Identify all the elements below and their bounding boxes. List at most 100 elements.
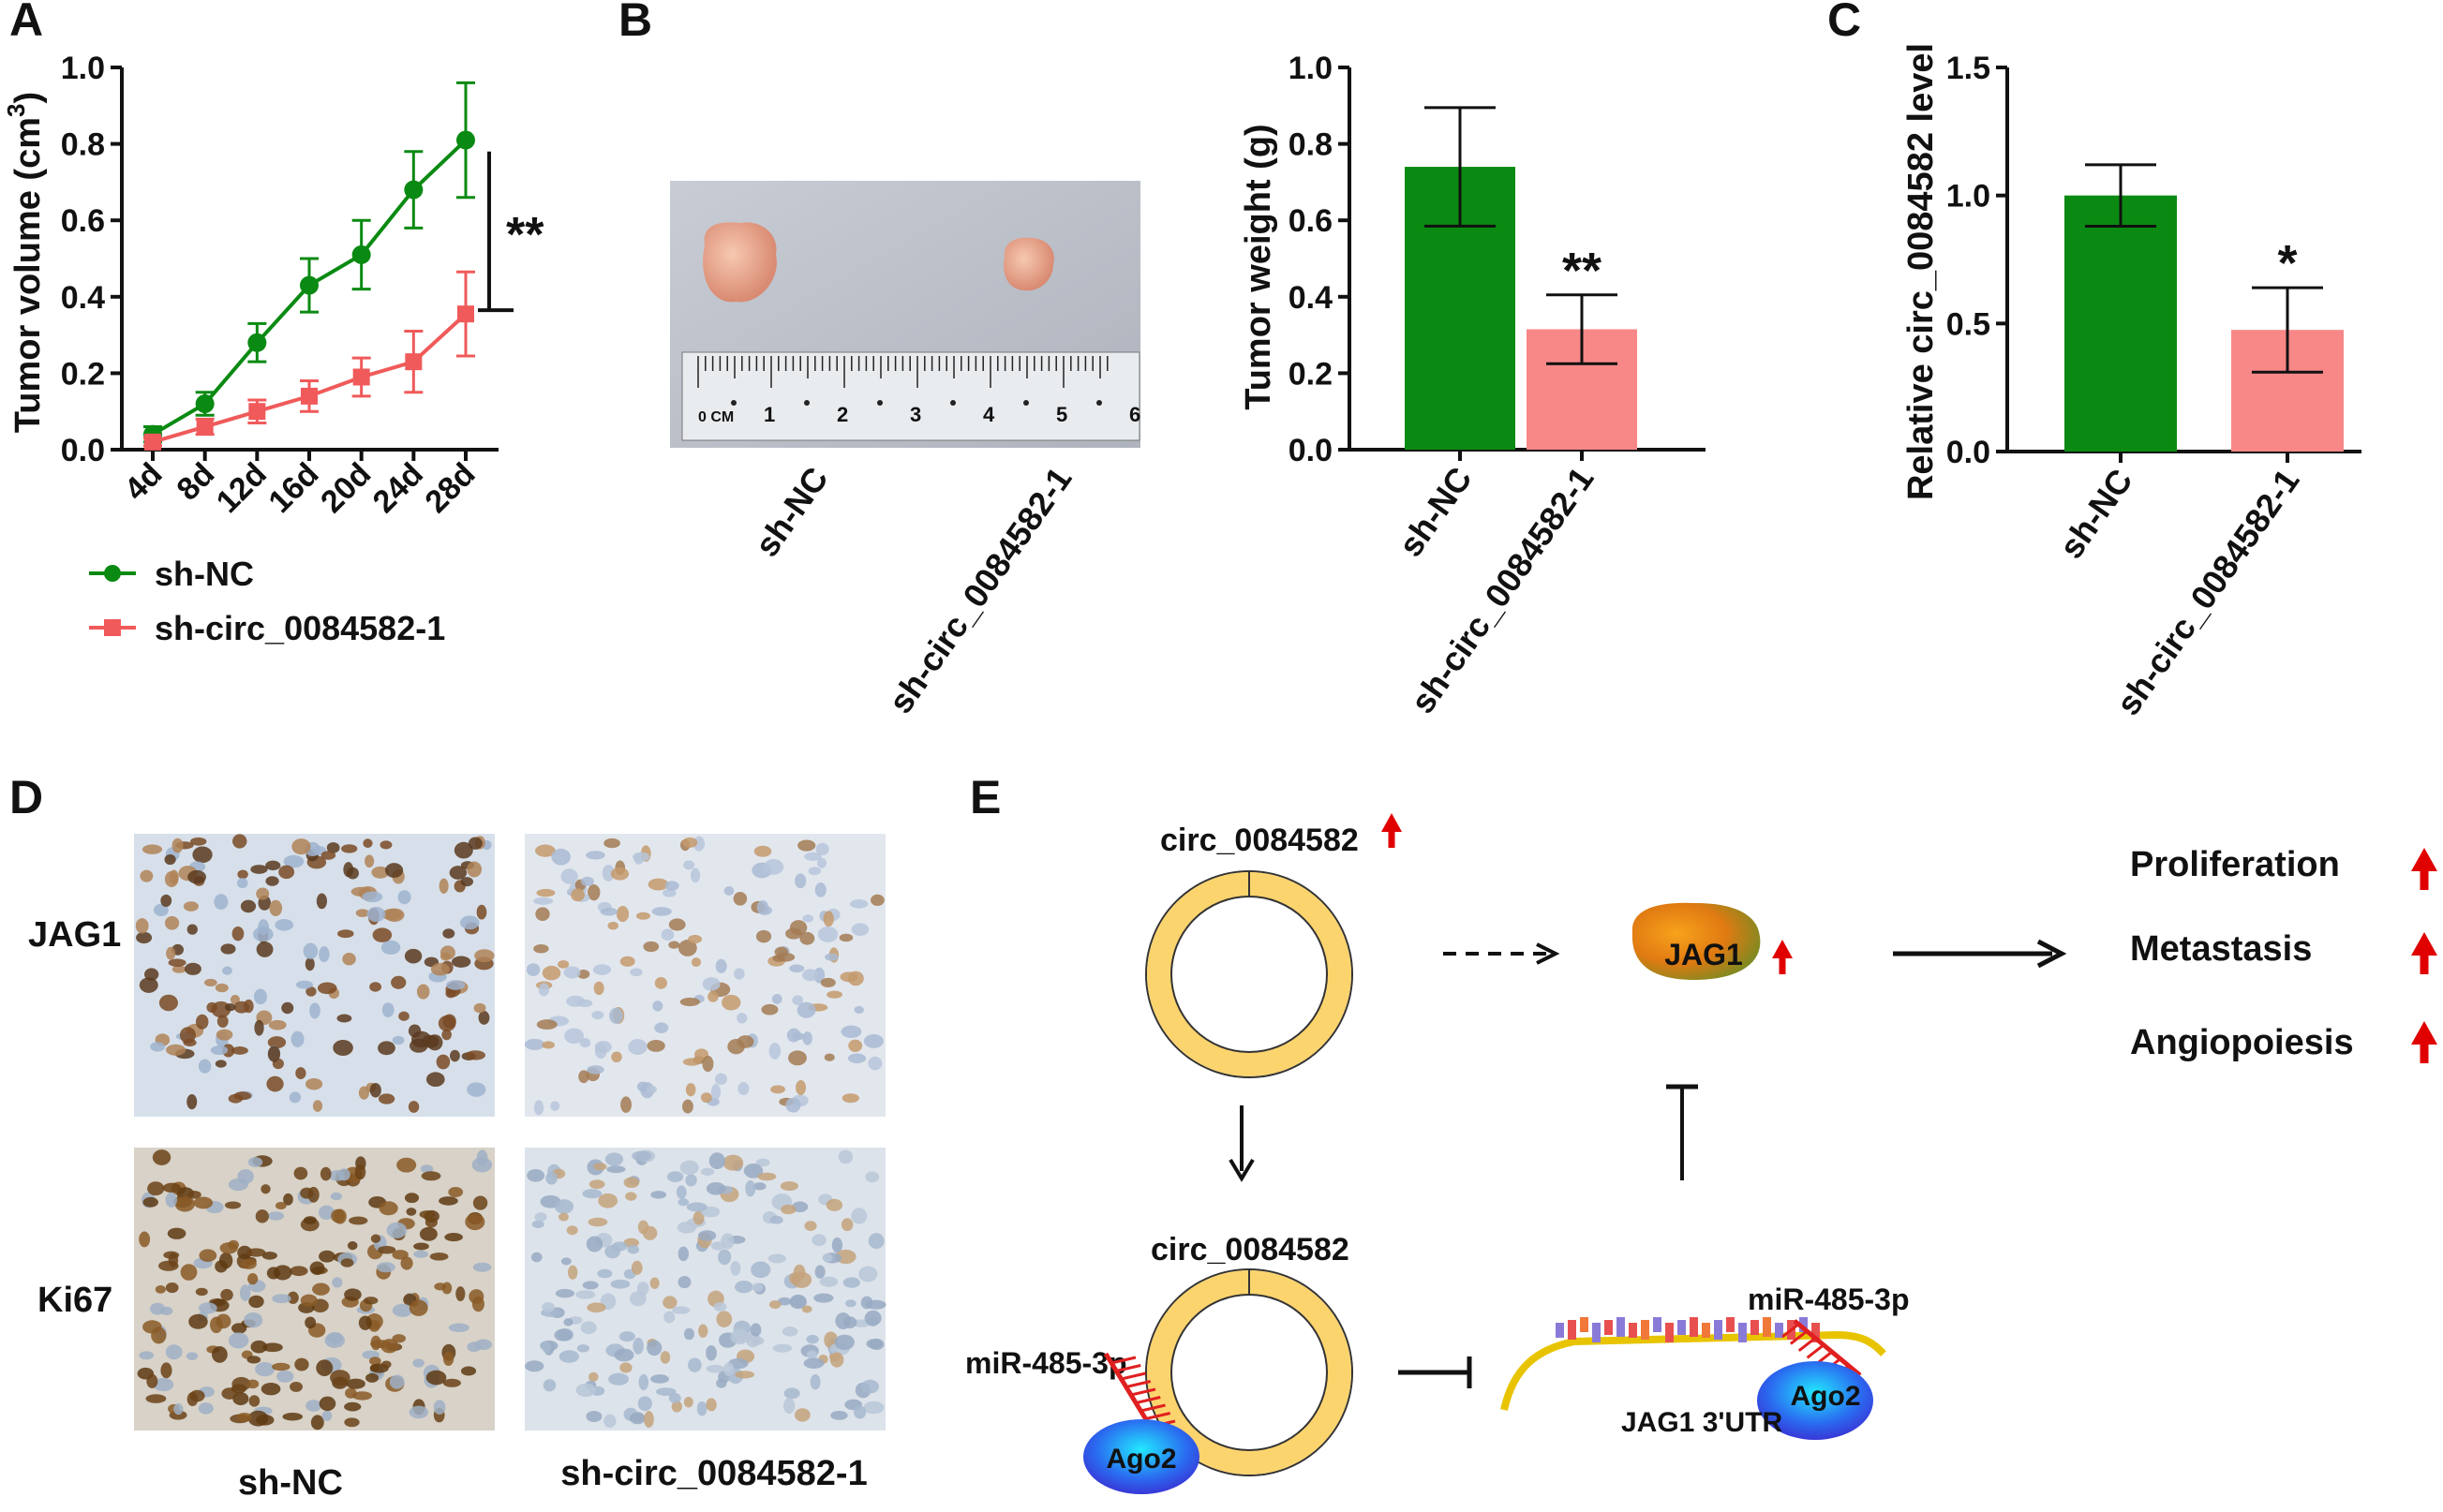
ihc-cell xyxy=(815,842,829,856)
ihc-cell xyxy=(448,1323,469,1332)
ihc-cell xyxy=(187,869,207,884)
ihc-cell xyxy=(672,1306,691,1314)
ihc-cell xyxy=(602,864,615,882)
ihc-cell xyxy=(451,956,471,968)
ihc-row-label-jag1: JAG1 xyxy=(28,915,121,955)
relative-level-chart: 0.0 0.5 1.0 1.5 Relative circ_0084582 level… xyxy=(1901,43,2361,722)
ihc-cell xyxy=(671,1401,683,1413)
ihc-cell xyxy=(460,877,474,887)
ihc-cell xyxy=(647,1340,663,1356)
ihc-cell xyxy=(267,1045,281,1062)
ihc-cell xyxy=(203,978,217,987)
ihc-cell xyxy=(408,1101,420,1113)
ihc-cell xyxy=(714,1073,727,1086)
ihc-cell xyxy=(603,838,620,849)
ihc-cell xyxy=(635,912,650,920)
chart-c-ytick-label: 1.0 xyxy=(1946,179,1990,215)
ihc-cell xyxy=(248,1295,264,1309)
ihc-cell xyxy=(686,1202,708,1212)
chart-a-xtick-label: 20d xyxy=(314,456,378,520)
ihc-cell xyxy=(866,1339,883,1349)
ihc-cell xyxy=(465,1213,485,1231)
utr-bases xyxy=(1556,1317,1820,1342)
ihc-cell xyxy=(441,1029,452,1041)
ihc-cell xyxy=(228,1093,243,1104)
tumor-sh-nc xyxy=(703,222,777,303)
ihc-cell xyxy=(753,845,772,857)
circ-top-up-arrow-icon xyxy=(1381,813,1402,832)
ihc-cell xyxy=(171,965,186,973)
proliferation-up-arrow-icon xyxy=(2411,848,2437,871)
chartc-category-label: sh-circ_0084582-1 xyxy=(2108,462,2307,722)
ihc-cell xyxy=(733,891,748,906)
utr-base xyxy=(1690,1317,1698,1337)
ihc-cell xyxy=(734,968,745,980)
ihc-cell xyxy=(434,1282,447,1291)
ihc-cell xyxy=(822,1253,833,1263)
ihc-cell xyxy=(272,1294,291,1304)
ihc-cell xyxy=(337,1168,350,1181)
ihc-cell xyxy=(813,967,826,984)
ihc-cell xyxy=(358,1086,369,1100)
ihc-cell xyxy=(564,1028,584,1045)
ihc-cell xyxy=(183,1038,197,1047)
ihc-cell xyxy=(863,1401,885,1415)
ihc-cell xyxy=(527,1169,545,1182)
mir-left-base xyxy=(1145,1412,1171,1420)
ihc-cell xyxy=(560,868,578,884)
ihc-cell xyxy=(650,1374,669,1384)
ihc-cell xyxy=(436,1054,451,1070)
ihc-cell xyxy=(700,1092,712,1104)
ihc-cell xyxy=(813,1293,834,1303)
ihc-cell xyxy=(199,1249,217,1263)
ihc-cell xyxy=(551,848,571,866)
chart-c-marks: * xyxy=(2064,163,2344,452)
ihc-cell xyxy=(287,1291,299,1304)
ihc-cell xyxy=(228,1332,249,1349)
ihc-cell xyxy=(262,1342,283,1353)
ihc-cell xyxy=(735,1281,753,1294)
ihc-cell xyxy=(186,1352,199,1360)
ihc-cell xyxy=(252,926,274,942)
ihc-cell xyxy=(253,988,268,1005)
ihc-cell xyxy=(841,1218,854,1232)
ihc-cell xyxy=(326,842,340,853)
ihc-cell xyxy=(195,1014,209,1030)
ihc-cell xyxy=(425,1217,438,1228)
utr-base xyxy=(1775,1323,1783,1338)
ihc-cell xyxy=(193,1196,214,1209)
ihc-cell xyxy=(592,964,612,975)
ihc-cell xyxy=(336,1014,352,1023)
ihc-cell xyxy=(467,1082,486,1097)
ihc-cell xyxy=(250,1340,268,1354)
chart-c-ytick-label: 0.0 xyxy=(1946,435,1990,470)
ihc-cell xyxy=(598,1193,618,1208)
ihc-cell xyxy=(678,1198,690,1207)
ihc-cell xyxy=(637,1220,649,1235)
chart-a-point xyxy=(457,305,474,323)
outcome-angiopoiesis: Angiopoiesis xyxy=(2130,1023,2354,1062)
ihc-cell xyxy=(752,1182,767,1191)
ihc-cell xyxy=(459,915,480,930)
ihc-cell xyxy=(283,854,305,868)
ihc-cell xyxy=(637,1396,652,1412)
ihc-cell xyxy=(616,906,630,923)
ihc-cell xyxy=(542,965,561,981)
mir-right-base xyxy=(1806,1343,1825,1359)
ihc-cell xyxy=(678,940,697,956)
circ-bottom-label: circ_0084582 xyxy=(1151,1232,1349,1267)
ihc-col-label-sh-nc: sh-NC xyxy=(238,1463,343,1503)
ihc-cell xyxy=(198,1402,214,1415)
ihc-cell xyxy=(184,962,201,975)
dashed-arrow-head-icon xyxy=(1536,942,1560,965)
ihc-cell xyxy=(206,1001,217,1013)
chartc-significance: * xyxy=(2277,235,2297,291)
ihc-cell xyxy=(219,1242,238,1254)
utr-base xyxy=(1677,1320,1686,1335)
ihc-cell xyxy=(769,1215,783,1224)
utr-base xyxy=(1641,1320,1649,1340)
ihc-cell xyxy=(586,1236,603,1253)
ihc-cell xyxy=(827,990,842,999)
